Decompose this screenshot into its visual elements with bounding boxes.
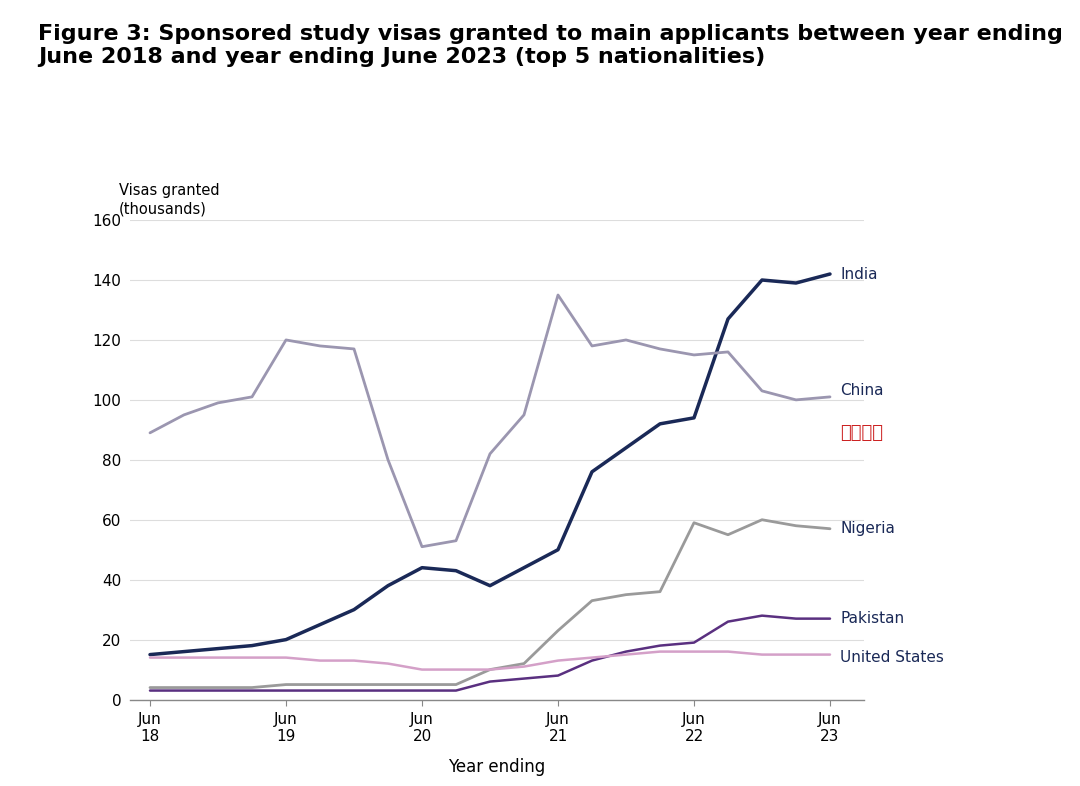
Text: China: China — [840, 384, 883, 399]
Text: Visas granted
(thousands): Visas granted (thousands) — [119, 182, 219, 216]
Text: Nigeria: Nigeria — [840, 521, 895, 536]
Text: India: India — [840, 266, 878, 281]
Text: Figure 3: Sponsored study visas granted to main applicants between year ending
J: Figure 3: Sponsored study visas granted … — [38, 24, 1063, 67]
Text: Pakistan: Pakistan — [840, 612, 904, 626]
X-axis label: Year ending: Year ending — [448, 758, 545, 777]
Text: 中国内地: 中国内地 — [840, 424, 883, 442]
Text: United States: United States — [840, 650, 944, 665]
